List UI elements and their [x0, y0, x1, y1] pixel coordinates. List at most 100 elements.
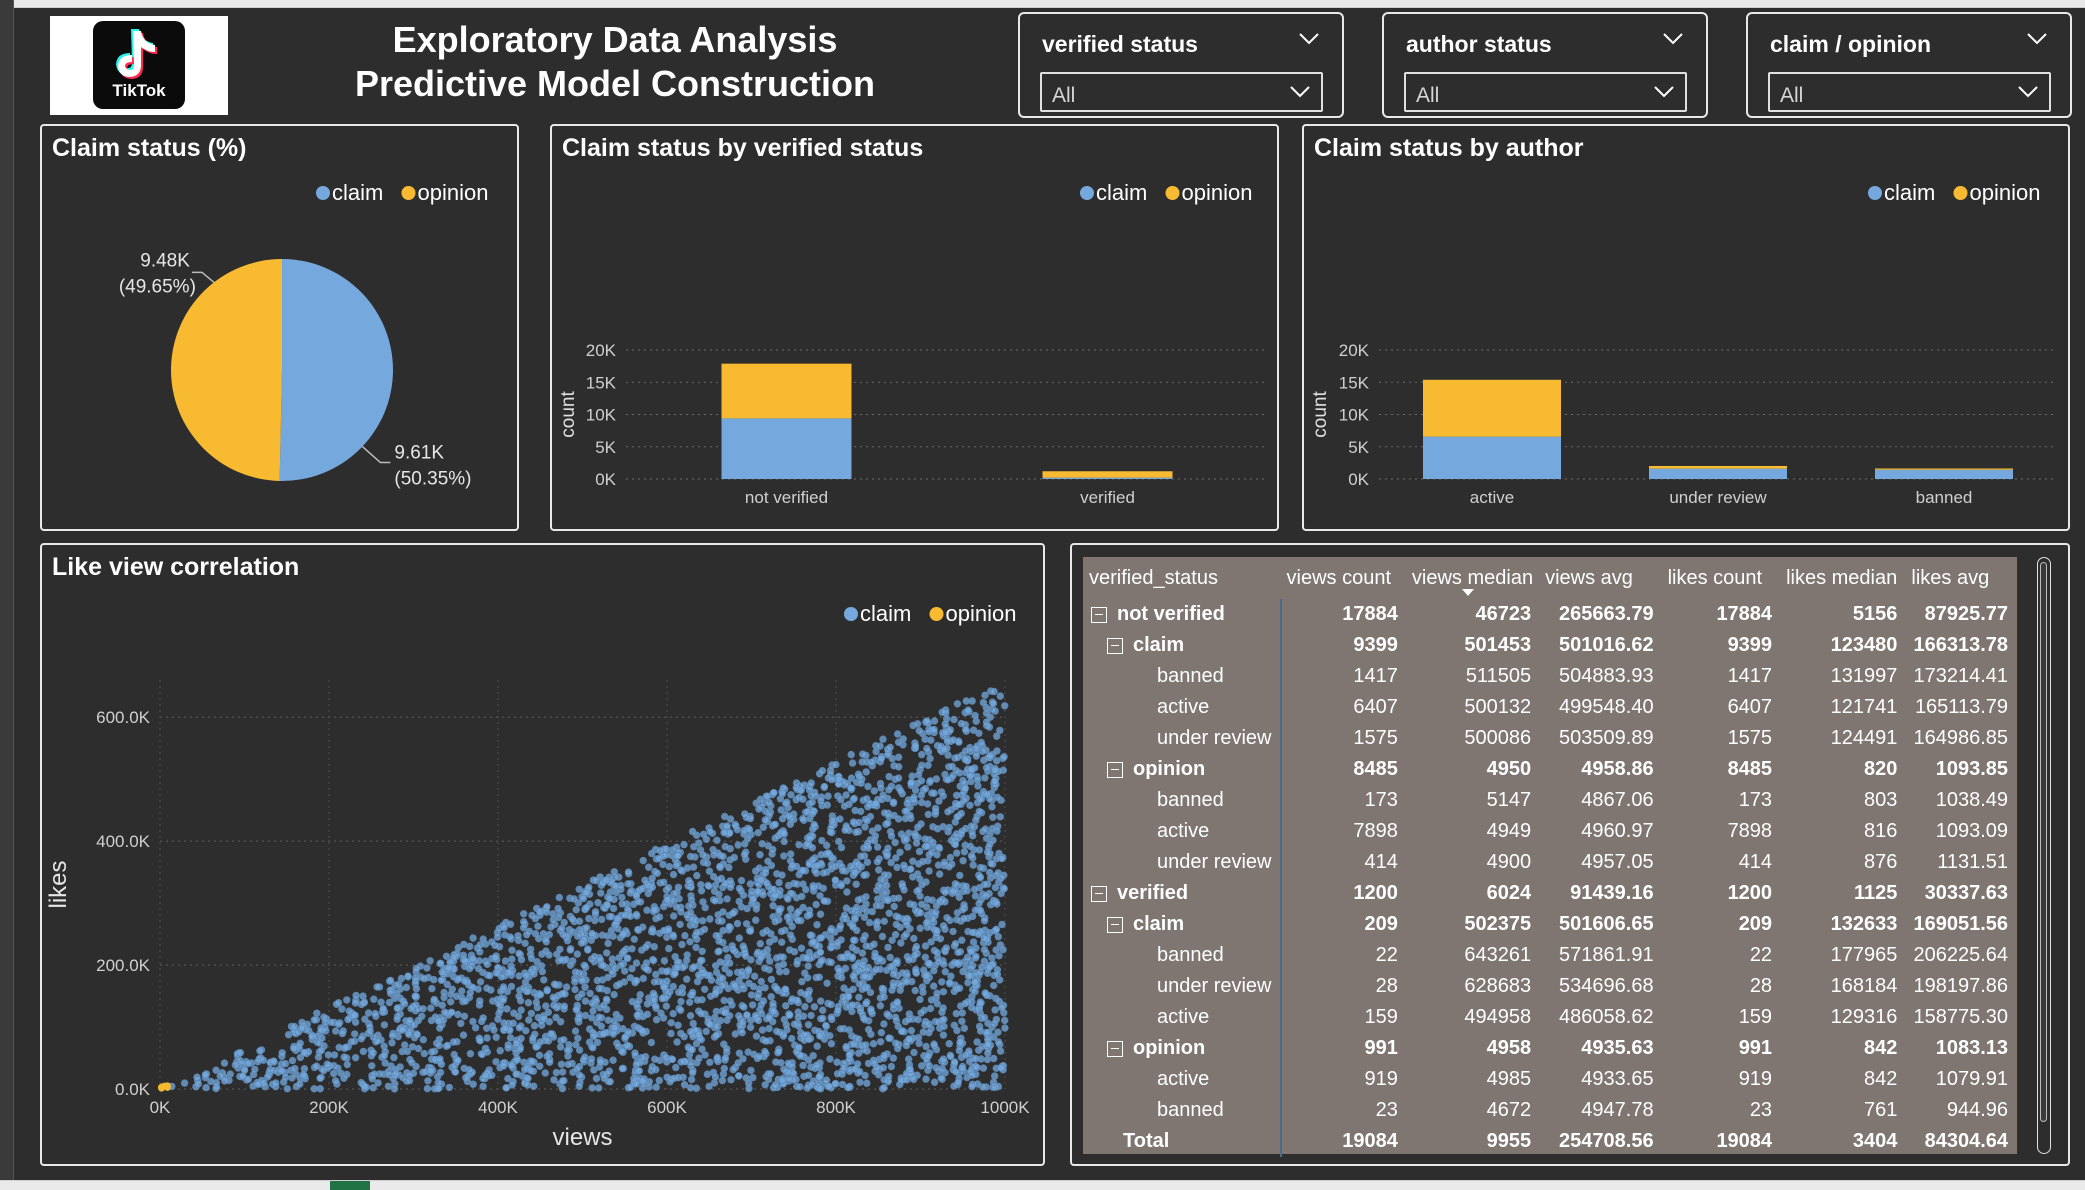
slicer-dropdown[interactable]: All	[1768, 72, 2051, 112]
row-label[interactable]: claim	[1083, 630, 1282, 661]
panel-claim-by-verified[interactable]: Claim status by verified status claim opi…	[550, 124, 1279, 531]
panel-claim-status-pie[interactable]: Claim status (%) claim opinion 9.61K (50.35…	[40, 124, 519, 531]
scatter-point-claim	[713, 836, 721, 844]
scatter-point-claim	[989, 813, 997, 821]
scatter-point-claim	[788, 861, 797, 869]
scatter-point-claim	[862, 999, 870, 1008]
scatter-point-claim	[706, 828, 714, 836]
chevron-down-icon[interactable]	[1289, 85, 1311, 99]
scatter-point-claim	[840, 911, 849, 919]
tiktok-logo-badge: TikTok	[93, 21, 185, 109]
scatter-point-claim	[476, 997, 484, 1005]
column-header-likes-count[interactable]: likes count	[1661, 557, 1781, 599]
row-label[interactable]: not verified	[1083, 599, 1282, 630]
legend-marker-opinion	[929, 607, 944, 621]
chevron-down-icon[interactable]	[1662, 32, 1684, 46]
scatter-point-claim	[932, 775, 941, 783]
scatter-point-claim	[552, 1068, 561, 1077]
slicer-dropdown[interactable]: All	[1404, 72, 1687, 112]
scatter-point-claim	[725, 959, 734, 967]
column-header-likes-median[interactable]: likes median	[1780, 557, 1906, 599]
table-scrollbar[interactable]	[2037, 557, 2051, 1154]
summary-matrix[interactable]: verified_status views count views median vi…	[1083, 557, 2017, 1157]
row-label[interactable]: opinion	[1083, 1033, 1282, 1064]
chevron-down-icon[interactable]	[1653, 85, 1675, 99]
row-label: active	[1083, 1002, 1282, 1033]
scatter-point-claim	[587, 936, 595, 944]
scatter-point-claim	[599, 1030, 608, 1038]
x-tick-label: 600K	[647, 1098, 687, 1117]
panel-claim-by-author[interactable]: Claim status by author claim opinion 0K 5K 1…	[1302, 124, 2070, 531]
column-header-views-count[interactable]: views count	[1280, 557, 1406, 599]
chevron-down-icon[interactable]	[2017, 85, 2039, 99]
scatter-point-claim	[424, 1077, 432, 1085]
panel-like-view-correlation[interactable]: Like view correlation claim opinion 0.0K 20…	[40, 543, 1045, 1166]
cell-views-avg: 4935.63	[1581, 1037, 1654, 1059]
scatter-point-claim	[256, 1047, 264, 1055]
column-header-views-avg[interactable]: views avg	[1539, 557, 1662, 599]
scatter-point-claim	[663, 1073, 671, 1081]
scatter-point-claim	[871, 832, 880, 840]
collapse-icon[interactable]	[1107, 1040, 1123, 1057]
cell-likes-count: 1200	[1727, 882, 1773, 904]
scatter-point-claim	[674, 1073, 682, 1082]
scatter-point-claim	[758, 1026, 767, 1034]
table-row: active 159 494958 486058.62 159 129316 158775.…	[1083, 1002, 2016, 1033]
legend-label-opinion: opinion	[418, 180, 489, 205]
slicer-verified-status[interactable]: verified status All	[1018, 12, 1344, 118]
scatter-point-claim	[910, 901, 918, 909]
slicer-dropdown[interactable]: All	[1040, 72, 1323, 112]
scatter-point-claim	[994, 1038, 1003, 1046]
scatter-point-claim	[823, 979, 831, 987]
scatter-point-claim	[459, 951, 468, 959]
collapse-icon[interactable]	[1091, 885, 1107, 902]
row-label[interactable]: claim	[1083, 909, 1282, 940]
scatter-point-claim	[888, 936, 896, 944]
scatter-point-claim	[779, 953, 787, 961]
cell-views-count: 1200	[1353, 882, 1398, 904]
scatter-point-claim	[994, 1028, 1002, 1036]
scatter-point-claim	[714, 917, 723, 925]
x-tick-label: verified	[1080, 488, 1135, 507]
page-tab-active[interactable]	[330, 1181, 370, 1190]
scatter-point-claim	[807, 792, 815, 800]
collapse-icon[interactable]	[1091, 606, 1107, 623]
scrollbar-thumb[interactable]	[2040, 562, 2047, 1122]
chart-title: Claim status (%)	[52, 134, 247, 162]
collapse-icon[interactable]	[1107, 637, 1123, 654]
scatter-point-claim	[594, 899, 602, 907]
scatter-point-claim	[443, 1041, 452, 1050]
scatter-point-claim	[946, 853, 955, 862]
scatter-point-claim	[971, 711, 979, 720]
slicer-claim-opinion[interactable]: claim / opinion All	[1746, 12, 2072, 118]
scatter-point-claim	[663, 896, 672, 904]
scatter-point-claim	[571, 985, 579, 994]
collapse-icon[interactable]	[1107, 916, 1123, 933]
scatter-point-claim	[754, 993, 762, 1002]
column-header-views-median[interactable]: views median	[1405, 557, 1540, 599]
row-label[interactable]: opinion	[1083, 754, 1282, 785]
column-header-likes-avg[interactable]: likes avg	[1905, 557, 2016, 599]
chevron-down-icon[interactable]	[2026, 32, 2048, 46]
scatter-point-claim	[924, 761, 932, 770]
table-row: not verified 17884 46723 265663.79 17884 5156…	[1083, 599, 2016, 630]
scatter-point-claim	[827, 958, 835, 967]
scatter-point-claim	[701, 1051, 709, 1059]
scatter-point-claim	[630, 935, 638, 943]
slicer-author-status[interactable]: author status All	[1382, 12, 1708, 118]
column-header-verified-status[interactable]: verified_status	[1083, 557, 1281, 599]
row-label[interactable]: verified	[1083, 878, 1282, 909]
scatter-point-claim	[1000, 753, 1008, 761]
chevron-down-icon[interactable]	[1298, 32, 1320, 46]
scatter-point-claim	[805, 948, 813, 957]
scatter-point-claim	[520, 910, 528, 918]
collapse-icon[interactable]	[1107, 761, 1123, 778]
scatter-point-claim	[351, 1054, 360, 1062]
cell-likes-count: 7898	[1727, 820, 1773, 842]
y-tick-label: 0.0K	[115, 1080, 151, 1099]
sort-descending-icon[interactable]	[1461, 589, 1474, 596]
